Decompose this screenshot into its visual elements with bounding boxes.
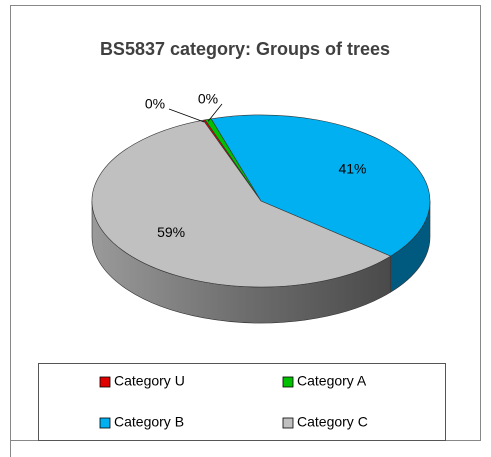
legend-marker (282, 376, 294, 388)
data-label: 0% (198, 91, 218, 107)
legend-label: Category U (114, 373, 185, 389)
data-label: 41% (338, 161, 366, 177)
legend-label: Category A (297, 373, 367, 389)
pie: 0% 0% 41% 59% (91, 91, 431, 324)
legend-marker (99, 417, 111, 429)
leader-line (207, 103, 223, 122)
legend-label: Category B (114, 414, 184, 430)
data-label: 0% (145, 96, 165, 112)
slice (91, 119, 392, 288)
legend-marker (282, 417, 294, 429)
slice (210, 114, 431, 257)
legend-items: Category U Category A Category B Category C (99, 373, 368, 430)
data-label: 59% (157, 224, 185, 240)
chart-title: BS5837 category: Groups of trees (100, 39, 390, 59)
leader-line (168, 108, 205, 123)
legend-marker (99, 376, 111, 388)
legend-label: Category C (297, 414, 368, 430)
legend (38, 363, 446, 441)
